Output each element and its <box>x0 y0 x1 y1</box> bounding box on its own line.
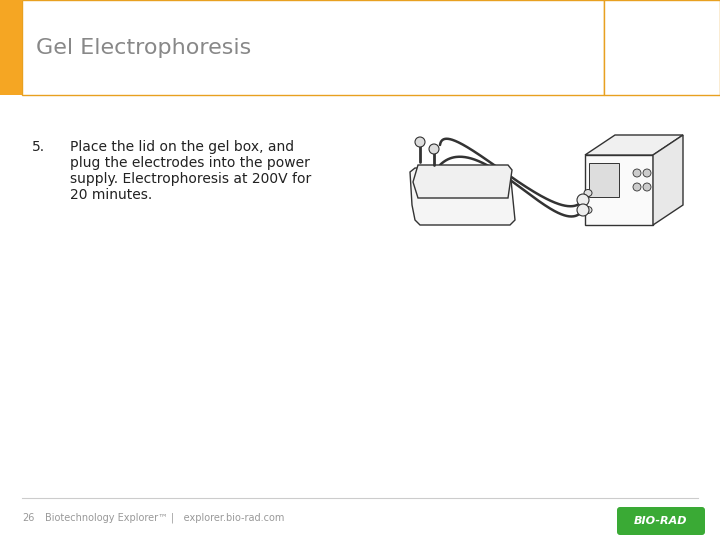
Polygon shape <box>410 168 515 225</box>
Text: BIO-RAD: BIO-RAD <box>634 516 688 526</box>
Circle shape <box>577 204 589 216</box>
Text: Gel Electrophoresis: Gel Electrophoresis <box>36 37 251 57</box>
Text: plug the electrodes into the power: plug the electrodes into the power <box>70 156 310 170</box>
Polygon shape <box>413 165 512 198</box>
Text: Biotechnology Explorer™ |   explorer.bio-rad.com: Biotechnology Explorer™ | explorer.bio-r… <box>45 513 284 523</box>
Circle shape <box>643 169 651 177</box>
Bar <box>604 0 720 95</box>
Text: 26: 26 <box>22 513 35 523</box>
FancyBboxPatch shape <box>617 507 705 535</box>
Text: Place the lid on the gel box, and: Place the lid on the gel box, and <box>70 140 294 154</box>
Circle shape <box>577 194 589 206</box>
Bar <box>0 0 22 95</box>
Circle shape <box>633 169 641 177</box>
Bar <box>585 155 653 225</box>
Circle shape <box>643 183 651 191</box>
Circle shape <box>429 144 439 154</box>
Bar <box>22 0 604 95</box>
Circle shape <box>415 137 425 147</box>
Polygon shape <box>585 135 683 155</box>
Text: 20 minutes.: 20 minutes. <box>70 188 152 202</box>
Polygon shape <box>653 135 683 225</box>
Text: 5.: 5. <box>32 140 45 154</box>
Circle shape <box>633 183 641 191</box>
Ellipse shape <box>584 190 592 197</box>
Text: supply. Electrophoresis at 200V for: supply. Electrophoresis at 200V for <box>70 172 311 186</box>
Bar <box>589 163 619 197</box>
Ellipse shape <box>584 206 592 213</box>
